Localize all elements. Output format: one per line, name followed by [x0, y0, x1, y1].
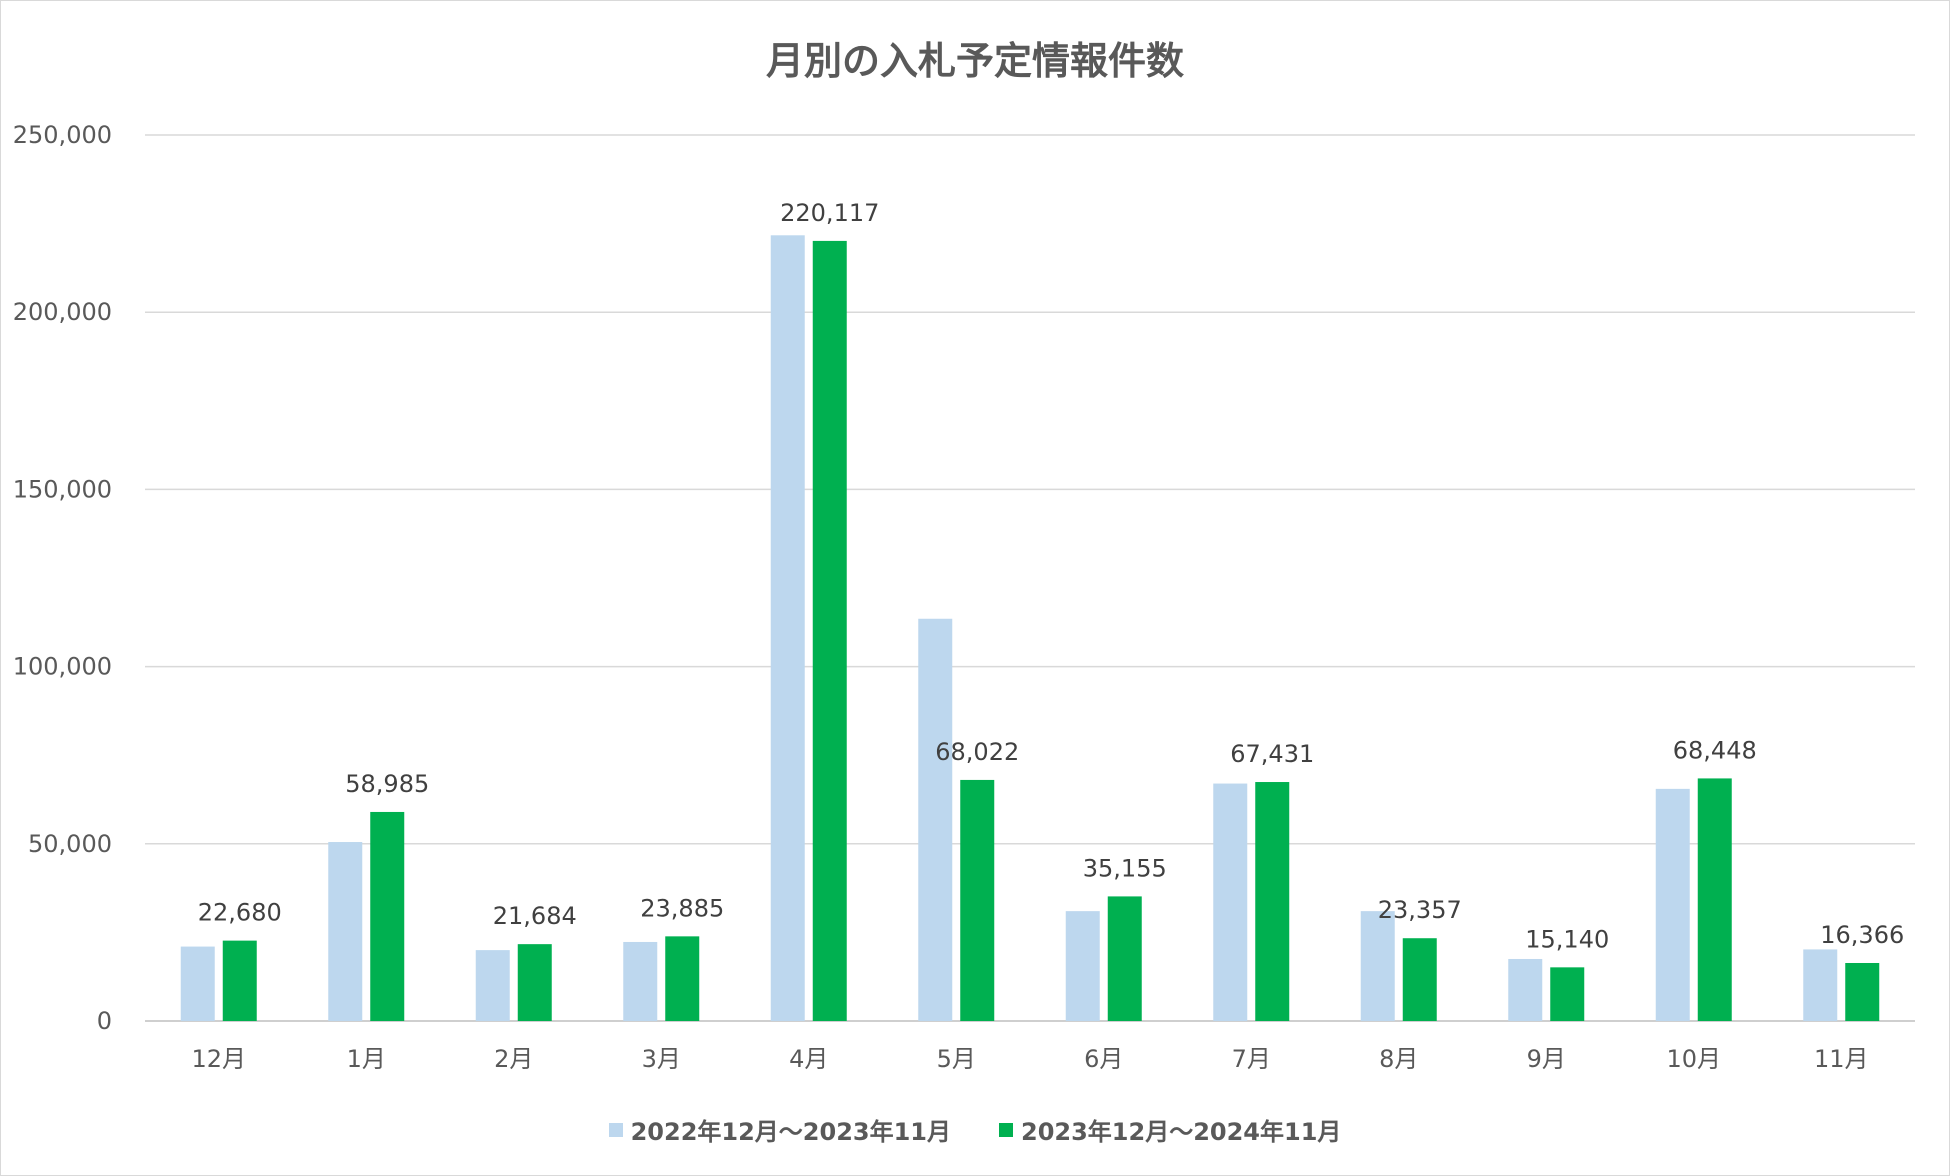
x-tick-label: 9月 — [1527, 1045, 1566, 1073]
x-axis-ticks: 12月 1月 2月 3月 4月 5月 6月 7月 8月 9月 10月 11月 — [191, 1045, 1868, 1073]
data-label-series-2: 220,117 — [780, 199, 879, 227]
y-tick-label: 250,000 — [13, 121, 112, 149]
data-labels: 22,680 58,985 21,684 23,885 220,117 68,022 35,… — [198, 199, 1904, 953]
x-tick-label: 10月 — [1666, 1045, 1721, 1073]
data-label-series-2: 58,985 — [345, 770, 429, 798]
bar-series-1 — [1360, 911, 1395, 1021]
legend-swatch-series-2 — [999, 1122, 1013, 1137]
bar-series-2 — [517, 944, 552, 1021]
legend-item-series-2: 2023年12月～2024年11月 — [999, 1112, 1341, 1147]
bars — [180, 235, 1880, 1022]
bar-series-1 — [180, 946, 215, 1021]
bar-series-1 — [475, 950, 510, 1021]
y-tick-label: 200,000 — [13, 298, 112, 326]
gridlines — [145, 134, 1915, 1022]
bar-series-2 — [1550, 967, 1585, 1021]
x-tick-label: 7月 — [1232, 1045, 1271, 1073]
bar-series-1 — [770, 235, 805, 1022]
bar-series-2 — [1402, 938, 1437, 1021]
data-label-series-2: 23,885 — [640, 894, 724, 922]
x-tick-label: 2月 — [494, 1045, 533, 1073]
data-label-series-2: 15,140 — [1525, 925, 1609, 953]
x-tick-label: 12月 — [191, 1045, 246, 1073]
legend: 2022年12月～2023年11月 2023年12月～2024年11月 — [0, 1112, 1950, 1147]
bar-series-1 — [1508, 958, 1543, 1021]
y-tick-label: 0 — [97, 1007, 112, 1035]
x-tick-label: 4月 — [789, 1045, 828, 1073]
bar-series-1 — [1655, 788, 1690, 1021]
data-label-series-2: 35,155 — [1083, 854, 1167, 882]
chart-title: 月別の入札予定情報件数 — [765, 39, 1184, 83]
bar-series-1 — [1803, 949, 1838, 1021]
y-axis-ticks: 0 50,000 100,000 150,000 200,000 250,000 — [13, 121, 112, 1035]
bar-series-2 — [1697, 778, 1732, 1021]
data-label-series-2: 22,680 — [198, 899, 282, 927]
bar-series-2 — [812, 240, 847, 1022]
x-tick-label: 3月 — [642, 1045, 681, 1073]
data-label-series-2: 21,684 — [493, 902, 577, 930]
x-tick-label: 5月 — [937, 1045, 976, 1073]
data-label-series-2: 68,448 — [1673, 736, 1757, 764]
data-label-series-2: 23,357 — [1378, 896, 1462, 924]
bar-series-2 — [665, 936, 700, 1021]
bar-series-1 — [1065, 911, 1100, 1021]
x-tick-label: 8月 — [1379, 1045, 1418, 1073]
bar-series-1 — [1213, 783, 1248, 1021]
bar-series-2 — [960, 779, 995, 1021]
bar-series-2 — [1107, 896, 1142, 1021]
x-tick-label: 6月 — [1084, 1045, 1123, 1073]
y-tick-label: 150,000 — [13, 475, 112, 503]
legend-label-series-2: 2023年12月～2024年11月 — [1021, 1118, 1342, 1146]
bar-series-1 — [623, 941, 658, 1021]
y-tick-label: 100,000 — [13, 653, 112, 681]
data-label-series-2: 68,022 — [935, 738, 1019, 766]
bar-series-2 — [1255, 782, 1290, 1021]
legend-label-series-1: 2022年12月～2023年11月 — [630, 1118, 951, 1146]
bar-series-1 — [328, 842, 363, 1021]
data-label-series-2: 67,431 — [1230, 740, 1314, 768]
legend-item-series-1: 2022年12月～2023年11月 — [608, 1112, 951, 1147]
bar-series-2 — [370, 811, 405, 1021]
data-label-series-2: 16,366 — [1820, 921, 1904, 949]
x-tick-label: 1月 — [347, 1045, 386, 1073]
legend-swatch-series-1 — [608, 1122, 623, 1137]
bar-series-2 — [222, 940, 257, 1021]
bar-series-2 — [1845, 962, 1880, 1021]
x-tick-label: 11月 — [1814, 1045, 1869, 1073]
y-tick-label: 50,000 — [28, 830, 112, 858]
bar-series-1 — [918, 618, 953, 1021]
